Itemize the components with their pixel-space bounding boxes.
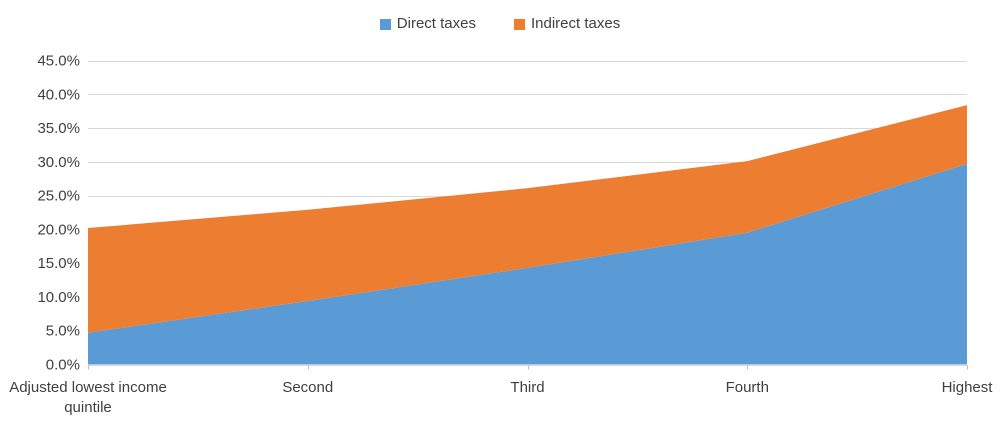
y-tick-label: 20.0% — [37, 221, 80, 238]
y-tick-label: 25.0% — [37, 188, 80, 205]
x-category-label: Second — [282, 379, 333, 396]
legend-swatch-direct-taxes — [379, 18, 391, 30]
y-tick-label: 15.0% — [37, 255, 80, 272]
y-tick-label: 45.0% — [37, 53, 80, 70]
y-tick-label: 40.0% — [37, 86, 80, 103]
chart-legend: Direct taxes Indirect taxes — [0, 15, 1000, 33]
x-axis-category-labels: Adjusted lowest income quintile Second Thir… — [9, 379, 993, 416]
y-axis-tick-labels: 0.0% 5.0% 10.0% 15.0% 20.0% 25.0% 30.0% 35.0% 40… — [37, 53, 80, 374]
x-category-label: Highest — [942, 379, 994, 396]
y-tick-label: 10.0% — [37, 289, 80, 306]
legend-swatch-indirect-taxes — [513, 18, 525, 30]
x-axis-ticks — [88, 365, 968, 370]
area-indirect-taxes — [88, 105, 967, 333]
area-direct-taxes — [88, 163, 967, 365]
y-tick-label: 35.0% — [37, 120, 80, 137]
legend-item-indirect-taxes: Indirect taxes — [513, 15, 621, 33]
x-category-label: quintile — [64, 399, 112, 416]
y-tick-label: 5.0% — [46, 323, 80, 340]
x-category-label: Fourth — [726, 379, 769, 396]
x-category-label: Third — [510, 379, 544, 396]
x-category-label: Adjusted lowest income — [9, 379, 167, 396]
y-tick-label: 30.0% — [37, 154, 80, 171]
legend-label-direct-taxes: Direct taxes — [396, 15, 476, 32]
legend-label-indirect-taxes: Indirect taxes — [530, 15, 621, 32]
legend-item-direct-taxes: Direct taxes — [379, 15, 476, 33]
y-tick-label: 0.0% — [46, 357, 80, 374]
